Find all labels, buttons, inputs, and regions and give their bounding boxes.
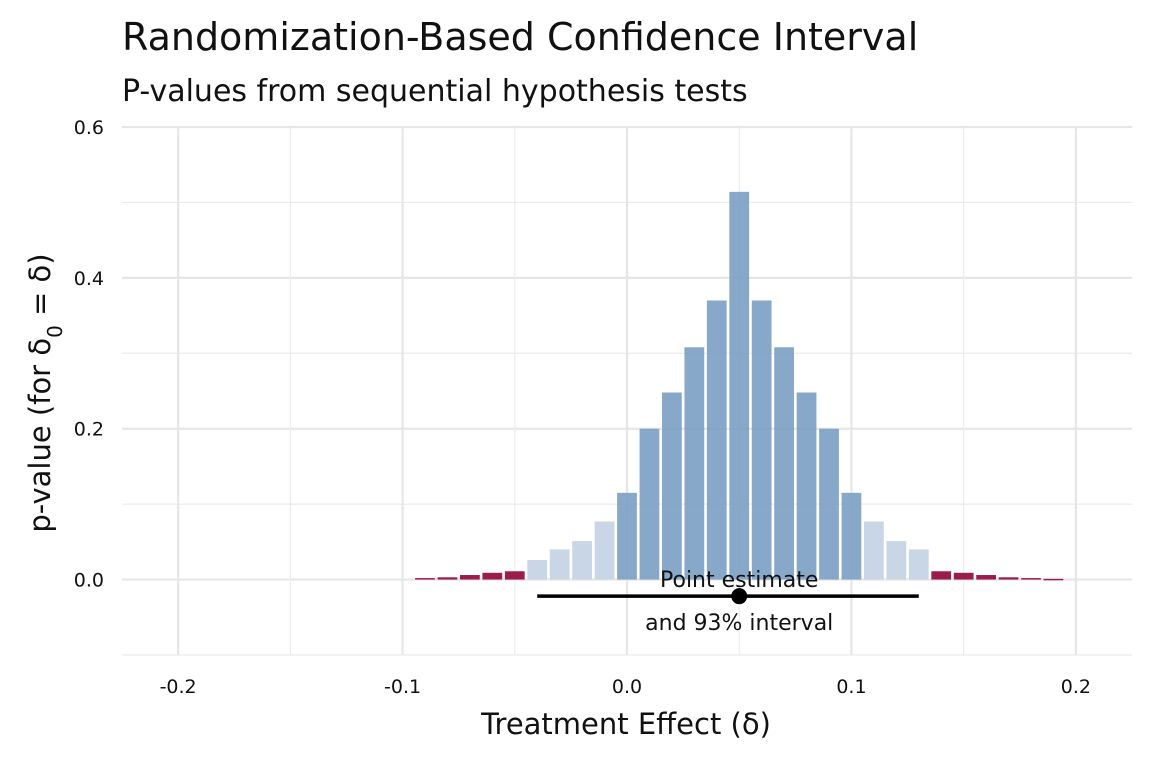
y-axis-title-suffix: = δ) bbox=[23, 253, 57, 325]
bar-outside bbox=[415, 578, 435, 580]
bar-inside bbox=[751, 300, 772, 580]
bar-outside bbox=[998, 577, 1019, 580]
bar-inside bbox=[706, 300, 727, 580]
bar-edge bbox=[864, 521, 884, 580]
y-axis-title-subscript: 0 bbox=[43, 325, 67, 338]
bar-inside bbox=[684, 347, 705, 580]
x-tick-label: 0.0 bbox=[612, 676, 642, 698]
x-tick-label: -0.2 bbox=[160, 676, 197, 698]
x-tick-label: -0.1 bbox=[384, 676, 421, 698]
y-axis-title: p-value (for δ0 = δ) bbox=[23, 253, 67, 532]
chart-subtitle: P-values from sequential hypothesis test… bbox=[122, 74, 748, 109]
bars bbox=[415, 191, 1064, 581]
bar-outside bbox=[1021, 578, 1041, 580]
bar-edge bbox=[549, 549, 570, 580]
bar-inside bbox=[774, 347, 794, 580]
bar-inside bbox=[662, 392, 682, 580]
point-estimate-marker bbox=[731, 588, 748, 605]
bar-outside bbox=[460, 575, 480, 580]
y-tick-label: 0.6 bbox=[74, 117, 104, 139]
bar-edge bbox=[886, 541, 907, 580]
bar-outside bbox=[1043, 578, 1064, 581]
bar-outside bbox=[931, 571, 952, 580]
y-tick-label: 0.2 bbox=[74, 419, 104, 441]
bar-inside bbox=[729, 191, 750, 580]
interval bbox=[537, 588, 919, 605]
x-axis-ticks: -0.2 -0.1 0.0 0.1 0.2 bbox=[160, 676, 1091, 698]
y-tick-label: 0.4 bbox=[74, 268, 104, 290]
bar-inside bbox=[841, 492, 862, 580]
bar-outside bbox=[504, 571, 525, 580]
annotation-line-1: Point estimate bbox=[660, 568, 818, 593]
x-tick-label: 0.2 bbox=[1061, 676, 1091, 698]
bar-inside bbox=[819, 428, 839, 580]
x-tick-label: 0.1 bbox=[836, 676, 866, 698]
bar-outside bbox=[482, 572, 503, 580]
annotation-line-2: and 93% interval bbox=[645, 611, 833, 636]
bar-outside bbox=[437, 577, 458, 580]
bar-inside bbox=[617, 492, 637, 580]
bar-edge bbox=[908, 549, 929, 580]
bar-inside bbox=[796, 392, 817, 580]
bar-outside bbox=[976, 575, 996, 580]
chart-title: Randomization-Based Confidence Interval bbox=[122, 15, 918, 59]
y-axis-title-prefix: p-value (for δ bbox=[23, 338, 57, 533]
y-axis-ticks: 0.0 0.2 0.4 0.6 bbox=[74, 117, 104, 592]
x-axis-title: Treatment Effect (δ) bbox=[480, 707, 771, 741]
y-tick-label: 0.0 bbox=[74, 570, 104, 592]
bar-inside bbox=[639, 428, 660, 580]
bar-outside bbox=[953, 572, 974, 580]
bar-edge bbox=[594, 521, 615, 580]
bar-edge bbox=[572, 541, 592, 580]
bar-edge bbox=[527, 559, 548, 580]
